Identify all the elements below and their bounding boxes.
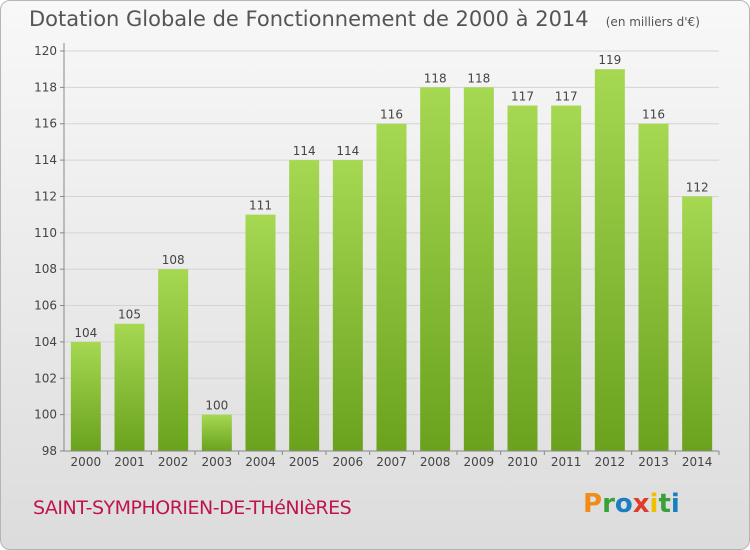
bar-2014 — [682, 196, 713, 451]
bar-2004 — [245, 214, 276, 451]
x-tick-label: 2005 — [289, 455, 320, 469]
y-tick-label: 118 — [34, 80, 57, 94]
x-tick-label: 2004 — [245, 455, 276, 469]
y-tick-label: 104 — [34, 335, 57, 349]
bar-2003 — [201, 414, 232, 451]
x-tick-label: 2012 — [595, 455, 626, 469]
x-tick-label: 2002 — [158, 455, 189, 469]
bars: 104 105 108 100 111 114 114 116 118 118 117 117 119 1… — [70, 53, 713, 452]
x-tick-label: 2006 — [333, 455, 364, 469]
bar-2002 — [158, 269, 189, 451]
logo-letter: o — [614, 489, 633, 519]
bar-2001 — [114, 323, 145, 451]
y-tick-label: 112 — [34, 189, 57, 203]
proxiti-logo[interactable]: Proxiti — [583, 489, 680, 519]
bar-2011 — [551, 105, 582, 451]
bar-2012 — [594, 69, 625, 451]
data-label: 116 — [380, 108, 403, 122]
chart-title: Dotation Globale de Fonctionnement de 20… — [29, 7, 589, 31]
y-tick-label: 102 — [34, 371, 57, 385]
y-tick-label: 116 — [34, 117, 57, 131]
x-tick-label: 2003 — [202, 455, 233, 469]
data-label: 117 — [511, 90, 534, 104]
logo-letter: x — [632, 489, 650, 519]
x-tick-label: 2008 — [420, 455, 451, 469]
data-label: 104 — [74, 326, 97, 340]
data-label: 118 — [424, 71, 447, 85]
logo-letter: t — [658, 489, 671, 519]
data-label: 117 — [555, 90, 578, 104]
bar-2000 — [70, 341, 101, 451]
x-tick-label: 2007 — [376, 455, 407, 469]
bar-2007 — [376, 123, 407, 452]
data-label: 114 — [293, 144, 316, 158]
bar-2008 — [420, 87, 451, 451]
logo-letter: i — [670, 489, 680, 519]
data-label: 112 — [686, 180, 709, 194]
data-label: 118 — [467, 71, 490, 85]
data-label: 111 — [249, 199, 272, 213]
y-tick-label: 114 — [34, 153, 57, 167]
data-label: 100 — [205, 399, 228, 413]
data-label: 105 — [118, 308, 141, 322]
y-tick-label: 106 — [34, 299, 57, 313]
x-tick-label: 2011 — [551, 455, 582, 469]
data-label: 114 — [336, 144, 359, 158]
bar-2009 — [463, 87, 494, 451]
bar-2013 — [638, 123, 669, 452]
x-tick-label: 2009 — [464, 455, 495, 469]
x-tick-label: 2013 — [638, 455, 669, 469]
bar-2005 — [289, 160, 320, 451]
commune-name: SAINT-SYMPHORIEN-DE-THéNIèRES — [33, 497, 352, 519]
chart-subtitle: (en milliers d'€) — [605, 15, 700, 29]
x-tick-label: 2000 — [71, 455, 102, 469]
y-tick-label: 98 — [42, 444, 57, 458]
axes: 98 100 102 104 106 108 110 112 114 116 118 120 2000 2… — [34, 43, 720, 469]
y-tick-label: 100 — [34, 408, 57, 422]
x-tick-label: 2014 — [682, 455, 713, 469]
data-label: 119 — [598, 53, 621, 67]
bar-2010 — [507, 105, 538, 451]
bar-2006 — [332, 160, 363, 451]
data-label: 116 — [642, 108, 665, 122]
logo-letter: i — [649, 489, 659, 519]
y-tick-label: 110 — [34, 226, 57, 240]
title-row: Dotation Globale de Fonctionnement de 20… — [29, 7, 700, 31]
logo-letter: P — [583, 489, 603, 519]
logo-letter: r — [602, 489, 615, 519]
data-label: 108 — [162, 253, 185, 267]
y-tick-label: 120 — [34, 44, 57, 58]
y-tick-label: 108 — [34, 262, 57, 276]
x-tick-label: 2001 — [114, 455, 145, 469]
x-tick-label: 2010 — [507, 455, 538, 469]
